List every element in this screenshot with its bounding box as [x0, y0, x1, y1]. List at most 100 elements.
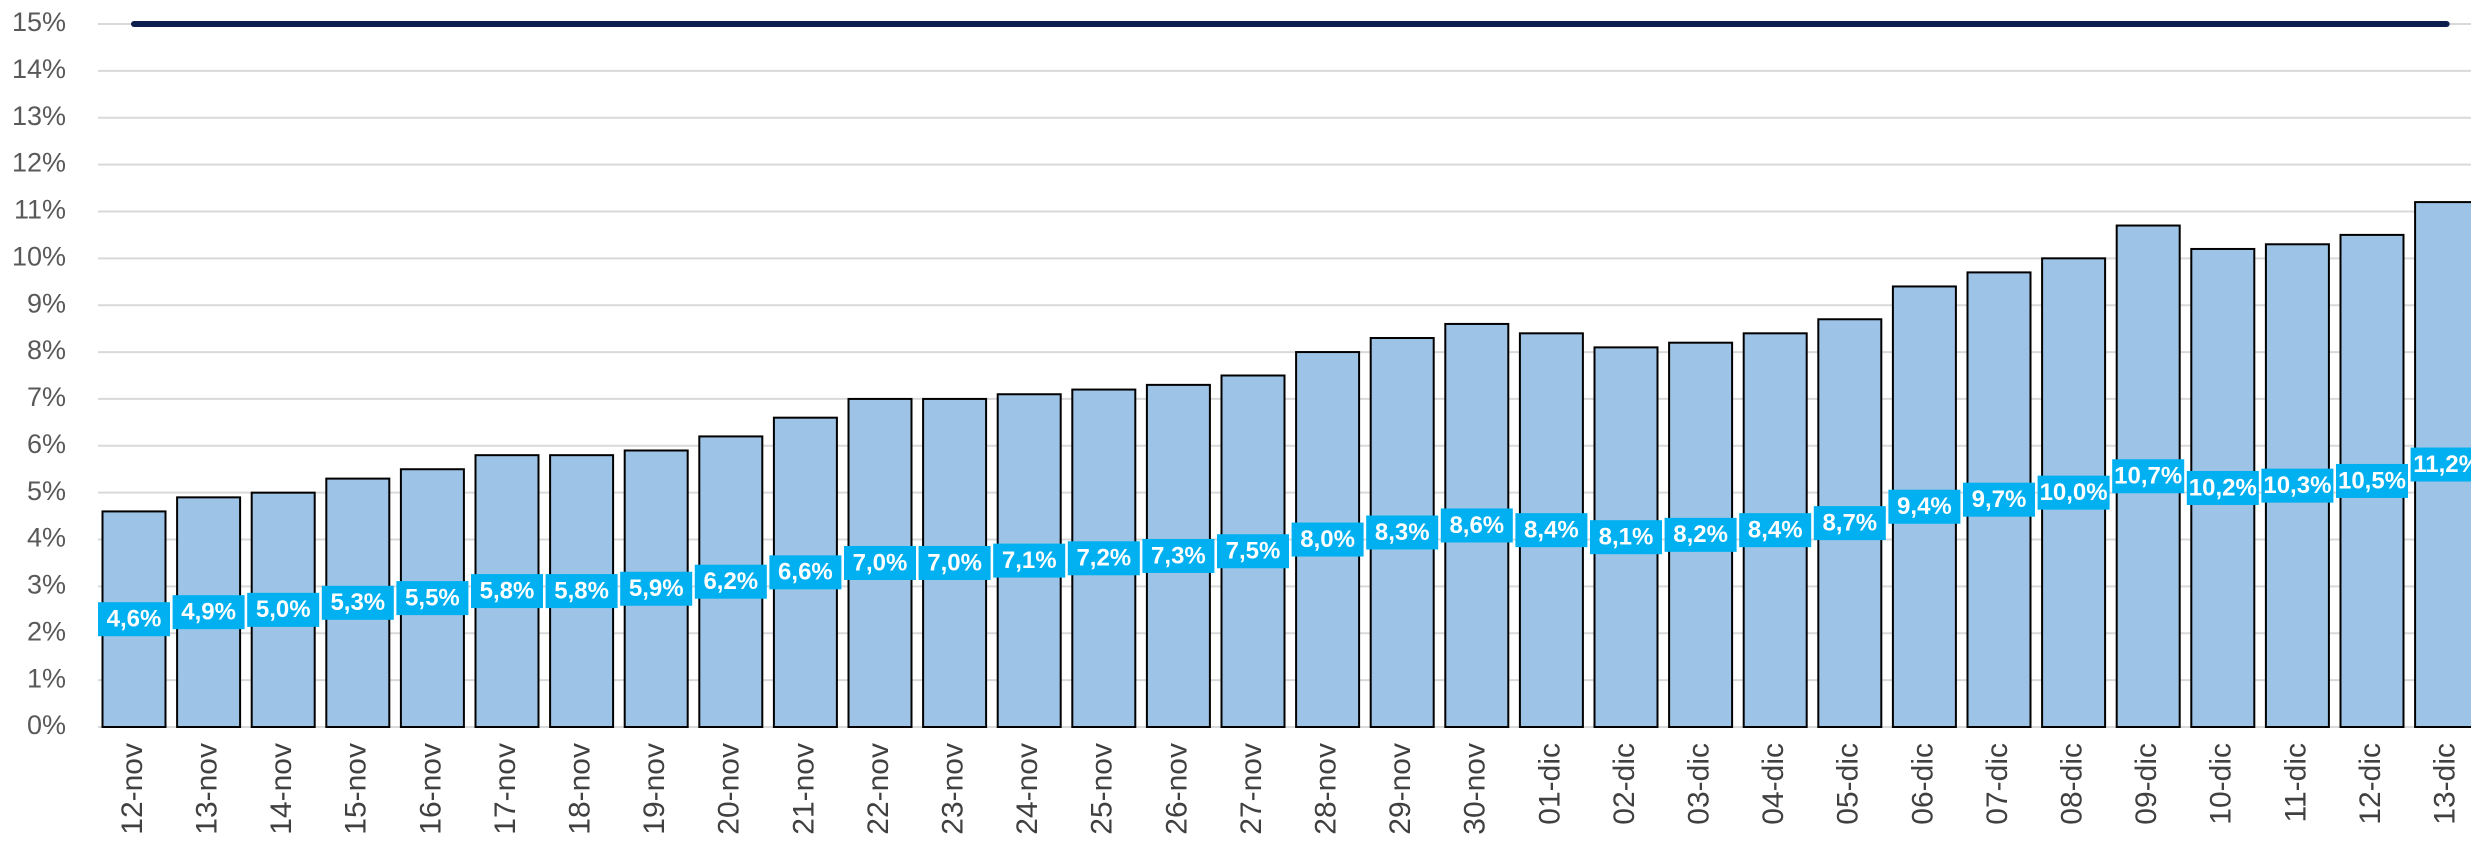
- y-tick-label: 6%: [27, 429, 66, 459]
- data-label-box: [993, 543, 1066, 578]
- data-label-text: 7,5%: [1226, 538, 1281, 565]
- x-tick-label: 22-nov: [862, 743, 895, 835]
- data-label-box: [2410, 447, 2471, 482]
- data-label-box: [1217, 534, 1289, 569]
- data-label-text: 10,3%: [2263, 472, 2331, 499]
- data-label-text: 8,2%: [1673, 521, 1728, 548]
- data-label: 8,6%: [1440, 508, 1513, 543]
- x-tick-label: 25-nov: [1086, 743, 1119, 835]
- data-label: 10,5%: [2336, 463, 2408, 498]
- data-label-box: [1888, 489, 1961, 524]
- x-tick-label: 13-dic: [2429, 743, 2462, 825]
- data-label-box: [545, 574, 618, 609]
- data-label-box: [1664, 517, 1737, 552]
- x-tick-label: 24-nov: [1011, 743, 1044, 835]
- y-tick-label: 5%: [27, 476, 66, 506]
- data-label-box: [844, 545, 916, 580]
- data-label-box: [1813, 506, 1886, 541]
- y-tick-label: 7%: [27, 382, 66, 412]
- data-label-text: 8,4%: [1748, 517, 1803, 544]
- data-label-box: [247, 592, 320, 627]
- x-tick-label: 21-nov: [787, 743, 820, 835]
- data-label-text: 8,1%: [1599, 524, 1654, 551]
- x-tick-label: 05-dic: [1832, 743, 1865, 825]
- data-label-text: 5,8%: [554, 577, 609, 604]
- data-label-text: 4,6%: [107, 606, 162, 633]
- data-label-text: 11,2%: [2413, 451, 2471, 478]
- data-label-text: 5,0%: [256, 596, 311, 623]
- y-tick-label: 13%: [12, 101, 66, 131]
- data-label-text: 5,3%: [330, 589, 385, 616]
- data-label-box: [1142, 538, 1215, 573]
- data-label: 4,9%: [172, 595, 245, 630]
- x-tick-label: 08-dic: [2056, 743, 2089, 825]
- data-label: 8,3%: [1366, 515, 1439, 550]
- y-tick-label: 12%: [12, 148, 66, 178]
- data-label-box: [1739, 513, 1812, 548]
- data-label: 8,4%: [1739, 513, 1812, 548]
- x-tick-label: 12-dic: [2354, 743, 2387, 825]
- data-label: 7,5%: [1217, 534, 1289, 569]
- y-tick-label: 11%: [14, 195, 66, 225]
- x-tick-label: 29-nov: [1384, 743, 1417, 835]
- data-label: 8,0%: [1291, 522, 1364, 557]
- x-tick-label: 02-dic: [1608, 743, 1641, 825]
- data-label-box: [2336, 463, 2408, 498]
- data-label: 7,2%: [1067, 541, 1140, 576]
- data-label-box: [172, 595, 245, 630]
- data-label-text: 7,3%: [1151, 542, 1206, 569]
- x-tick-label: 15-nov: [340, 743, 373, 835]
- x-tick-label: 16-nov: [414, 743, 447, 835]
- data-label-text: 10,0%: [2040, 479, 2108, 506]
- x-tick-label: 27-nov: [1235, 743, 1268, 835]
- data-label-text: 5,5%: [405, 584, 460, 611]
- data-label-text: 7,0%: [853, 549, 908, 576]
- x-tick-label: 30-nov: [1459, 743, 1492, 835]
- data-label-box: [620, 571, 693, 606]
- x-tick-label: 23-nov: [937, 743, 970, 835]
- x-tick-label: 18-nov: [564, 743, 597, 835]
- data-label-text: 8,7%: [1822, 509, 1877, 536]
- x-tick-label: 28-nov: [1310, 743, 1343, 835]
- data-label: 7,3%: [1142, 538, 1215, 573]
- data-label-text: 6,6%: [778, 559, 833, 586]
- data-label-text: 9,4%: [1897, 493, 1952, 520]
- y-tick-label: 10%: [12, 241, 66, 271]
- data-label: 7,0%: [844, 545, 916, 580]
- data-label-text: 6,2%: [703, 568, 758, 595]
- x-tick-label: 17-nov: [489, 743, 522, 835]
- data-label-box: [1291, 522, 1364, 557]
- x-tick-label: 06-dic: [1906, 743, 1939, 825]
- data-label-text: 8,6%: [1449, 512, 1504, 539]
- x-tick-label: 04-dic: [1757, 743, 1790, 825]
- x-tick-label: 03-dic: [1683, 743, 1716, 825]
- data-label: 10,7%: [2112, 459, 2185, 494]
- y-tick-label: 0%: [27, 710, 66, 740]
- data-label: 9,7%: [1963, 482, 2035, 517]
- data-label-box: [769, 555, 842, 590]
- data-label: 6,6%: [769, 555, 842, 590]
- data-label-box: [918, 545, 991, 580]
- data-label: 7,1%: [993, 543, 1066, 578]
- y-tick-label: 8%: [27, 335, 66, 365]
- data-label-box: [1590, 520, 1662, 555]
- y-tick-label: 15%: [12, 7, 66, 37]
- data-label: 5,5%: [396, 581, 469, 616]
- y-tick-label: 3%: [27, 570, 66, 600]
- x-tick-label: 10-dic: [2205, 743, 2238, 825]
- data-label: 7,0%: [918, 545, 991, 580]
- data-label-text: 7,1%: [1002, 547, 1057, 574]
- data-label: 8,7%: [1813, 506, 1886, 541]
- data-label: 5,0%: [247, 592, 320, 627]
- x-tick-label: 26-nov: [1160, 743, 1193, 835]
- data-label-box: [2261, 468, 2334, 503]
- data-label-box: [98, 602, 170, 637]
- data-label: 5,8%: [471, 574, 543, 609]
- data-label-text: 10,7%: [2114, 463, 2182, 490]
- x-tick-label: 01-dic: [1533, 743, 1566, 825]
- data-label-text: 10,2%: [2189, 474, 2257, 501]
- y-tick-label: 2%: [27, 616, 66, 646]
- data-label-text: 5,9%: [629, 575, 684, 602]
- data-label-text: 7,0%: [927, 549, 982, 576]
- data-label-box: [1963, 482, 2035, 517]
